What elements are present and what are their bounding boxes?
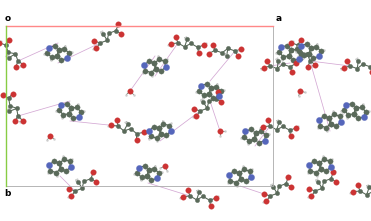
Text: b: b [4, 189, 11, 198]
Text: o: o [4, 14, 11, 23]
Text: a: a [275, 14, 282, 23]
Bar [6, 26, 273, 186]
